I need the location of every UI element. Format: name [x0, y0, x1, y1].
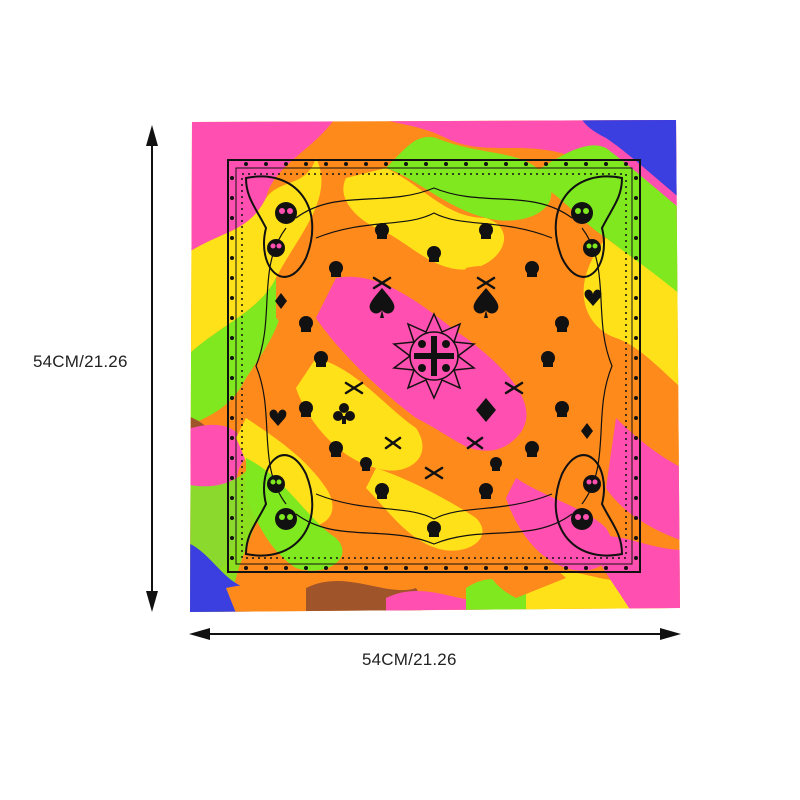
crossbones-icon [344, 381, 364, 395]
skull-icon [525, 261, 539, 277]
skull-icon [555, 401, 569, 417]
spade-icon [369, 288, 395, 318]
skull-icon [329, 261, 343, 277]
crossbones-icon [504, 381, 524, 395]
skull-icon [490, 457, 502, 471]
skull-icon [479, 223, 493, 239]
club-icon [333, 403, 355, 424]
height-arrow-top-head [146, 125, 158, 146]
skull-icon [314, 351, 328, 367]
skull-icon [555, 316, 569, 332]
diamond-icon [476, 398, 496, 422]
skull-icon [541, 351, 555, 367]
bandana-border [227, 159, 641, 573]
width-dimension-label: 54CM/21.26 [362, 650, 457, 669]
skull-icon [329, 441, 343, 457]
corner-paisley-top-right [554, 175, 624, 278]
skull-icon [360, 457, 372, 471]
skull-icon [375, 483, 389, 499]
crossbones-icon [466, 436, 484, 450]
diamond-icon [581, 423, 593, 439]
skull-icon [427, 521, 441, 537]
crossbones-icon [424, 466, 444, 480]
corner-paisley-bottom-left [244, 454, 314, 557]
skull-icon [299, 401, 313, 417]
width-arrow-right-head [660, 628, 681, 640]
skull-icon [427, 246, 441, 262]
skull-icon [525, 441, 539, 457]
height-arrow-bottom-head [146, 591, 158, 612]
spade-icon [473, 288, 499, 318]
card-suit-motifs [269, 288, 602, 439]
crossbones-icon [384, 436, 402, 450]
bandana-graphic [190, 120, 680, 612]
skull-icon [479, 483, 493, 499]
crossbones-icon [476, 276, 496, 290]
skull-motifs [299, 223, 569, 537]
crossbones-motifs [344, 276, 524, 480]
height-dimension-label: 54CM/21.26 [33, 352, 128, 371]
bandana-image [186, 118, 682, 614]
skull-icon [299, 316, 313, 332]
diamond-icon [275, 293, 287, 309]
corner-paisley-top-left [244, 175, 314, 278]
border-dots [230, 162, 638, 570]
center-medallion [392, 312, 476, 400]
heart-icon [269, 409, 287, 426]
heart-icon [584, 289, 602, 306]
crossbones-icon [372, 276, 392, 290]
width-arrow-left-head [189, 628, 210, 640]
corner-paisley-bottom-right [554, 454, 624, 557]
skull-icon [375, 223, 389, 239]
